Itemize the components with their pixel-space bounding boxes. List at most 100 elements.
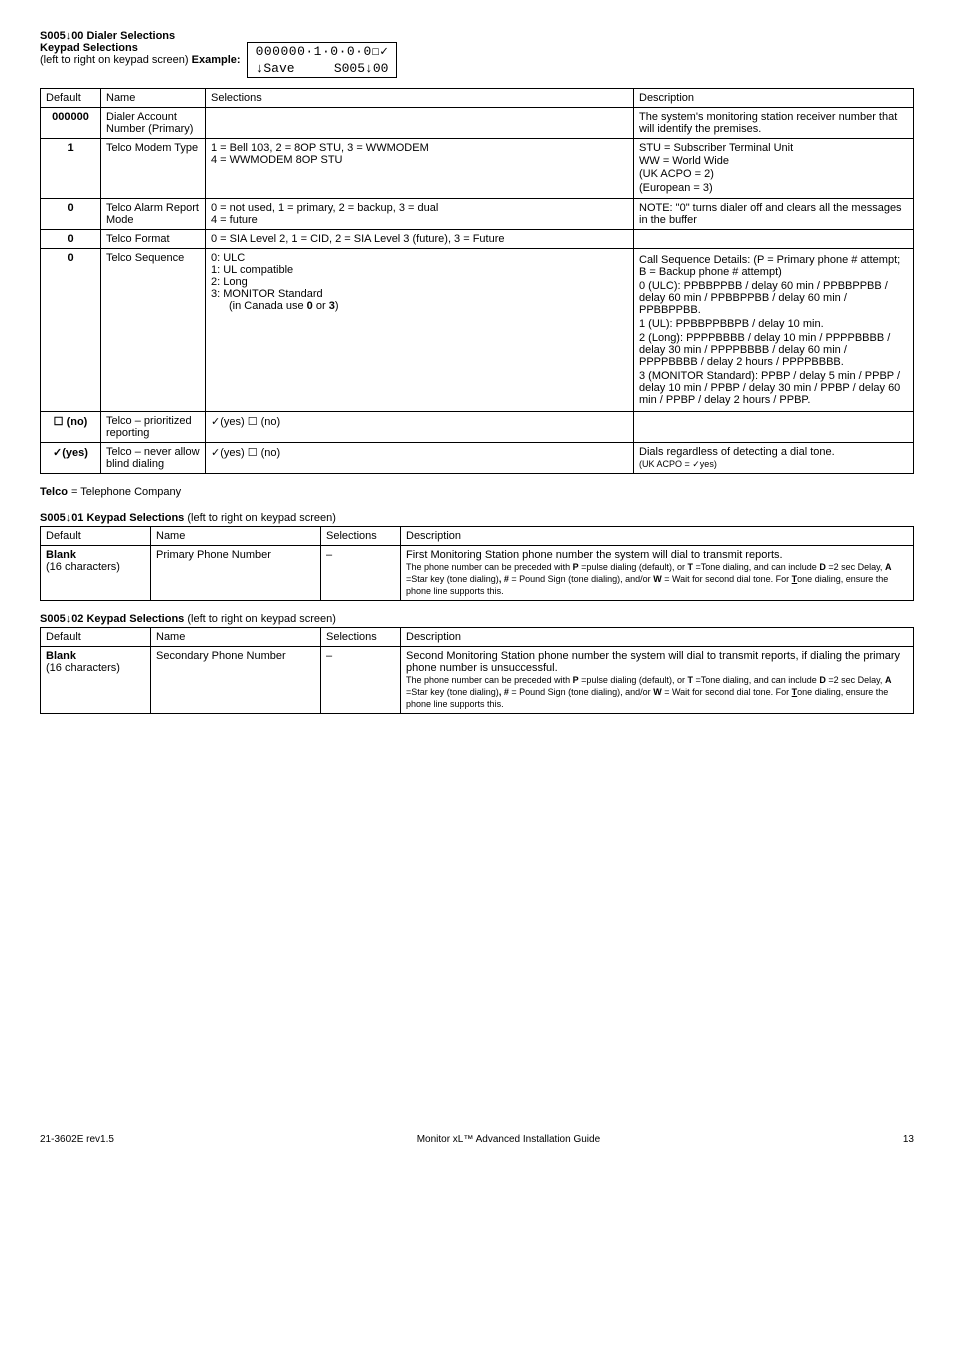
cell-default: Blank (16 characters): [41, 646, 151, 713]
t3-title-bold: S005↓02 Keypad Selections: [40, 613, 184, 625]
th-name: Name: [151, 526, 321, 545]
table-header-row: Default Name Selections Description: [41, 627, 914, 646]
example-line1: 000000·1·0·0·0☐✓: [248, 43, 397, 60]
th-name: Name: [151, 627, 321, 646]
cell-name: Telco – never allow blind dialing: [101, 442, 206, 473]
th-description: Description: [634, 89, 914, 108]
cell-description: [634, 411, 914, 442]
title-line1: S005↓00 Dialer Selections: [40, 30, 914, 42]
cell-name: Telco Modem Type: [101, 139, 206, 199]
footer-left: 21-3602E rev1.5: [40, 1134, 114, 1145]
table2-title: S005↓01 Keypad Selections (left to right…: [40, 512, 914, 524]
table-header-row: Default Name Selections Description: [41, 526, 914, 545]
cell-selections: ✓(yes) ☐ (no): [206, 411, 634, 442]
cell-selections: –: [321, 545, 401, 600]
desc-para: 0 (ULC): PPBBPPBB / delay 60 min / PPBBP…: [639, 280, 908, 316]
cell-default: 000000: [41, 108, 101, 139]
th-selections: Selections: [321, 627, 401, 646]
dialer-selections-table: Default Name Selections Description 0000…: [40, 88, 914, 474]
cell-selections: 0: ULC 1: UL compatible 2: Long 3: MONIT…: [206, 248, 634, 411]
desc-para: 2 (Long): PPPPBBBB / delay 10 min / PPPP…: [639, 332, 908, 368]
example-line2: ↓Save S005↓00: [248, 60, 397, 77]
t2-title-bold: S005↓01 Keypad Selections: [40, 512, 184, 524]
example-row: Keypad Selections (left to right on keyp…: [40, 42, 914, 78]
example-save: ↓Save: [256, 61, 295, 76]
cell-selections: 1 = Bell 103, 2 = 8OP STU, 3 = WWMODEM 4…: [206, 139, 634, 199]
sel-line: 0: ULC: [211, 252, 628, 264]
cell-description: NOTE: "0" turns dialer off and clears al…: [634, 198, 914, 229]
example-label-bold: Example:: [192, 52, 241, 66]
cell-description: Dials regardless of detecting a dial ton…: [634, 442, 914, 473]
desc-para: Call Sequence Details: (P = Primary phon…: [639, 254, 908, 278]
keypad-selections-02-table: Default Name Selections Description Blan…: [40, 627, 914, 714]
default-sub: (16 characters): [46, 662, 120, 674]
cell-selections: 0 = not used, 1 = primary, 2 = backup, 3…: [206, 198, 634, 229]
th-selections: Selections: [321, 526, 401, 545]
cell-selections: 0 = SIA Level 2, 1 = CID, 2 = SIA Level …: [206, 229, 634, 248]
example-box: 000000·1·0·0·0☐✓ ↓Save S005↓00: [247, 42, 398, 78]
default-sub: (16 characters): [46, 561, 120, 573]
example-label-prefix: (left to right on keypad screen): [40, 52, 192, 66]
cell-selections: ✓(yes) ☐ (no): [206, 442, 634, 473]
cell-name: Secondary Phone Number: [151, 646, 321, 713]
table-row: ✓(yes) Telco – never allow blind dialing…: [41, 442, 914, 473]
footnote-rest: = Telephone Company: [68, 486, 181, 498]
cell-name: Telco – prioritized reporting: [101, 411, 206, 442]
example-left: Keypad Selections (left to right on keyp…: [40, 42, 241, 66]
cell-default: 1: [41, 139, 101, 199]
default-bold: Blank: [46, 650, 76, 662]
table-row: Blank (16 characters) Secondary Phone Nu…: [41, 646, 914, 713]
keypad-selections-01-table: Default Name Selections Description Blan…: [40, 526, 914, 601]
th-description: Description: [401, 526, 914, 545]
desc-small: The phone number can be preceded with P …: [406, 562, 891, 596]
cell-name: Telco Format: [101, 229, 206, 248]
sel-line: 2: Long: [211, 276, 628, 288]
th-default: Default: [41, 526, 151, 545]
footer-right: 13: [903, 1134, 914, 1145]
cell-name: Telco Alarm Report Mode: [101, 198, 206, 229]
th-default: Default: [41, 89, 101, 108]
desc-main: First Monitoring Station phone number th…: [406, 549, 783, 561]
cell-default: Blank (16 characters): [41, 545, 151, 600]
th-default: Default: [41, 627, 151, 646]
section-header: S005↓00 Dialer Selections Keypad Selecti…: [40, 30, 914, 78]
cell-description: First Monitoring Station phone number th…: [401, 545, 914, 600]
cell-default: ☐ (no): [41, 411, 101, 442]
cell-name: Dialer Account Number (Primary): [101, 108, 206, 139]
th-name: Name: [101, 89, 206, 108]
desc-main: Dials regardless of detecting a dial ton…: [639, 446, 835, 458]
cell-description: Call Sequence Details: (P = Primary phon…: [634, 248, 914, 411]
table-row: ☐ (no) Telco – prioritized reporting ✓(y…: [41, 411, 914, 442]
cell-description: [634, 229, 914, 248]
table-row: Blank (16 characters) Primary Phone Numb…: [41, 545, 914, 600]
cell-default: ✓(yes): [41, 442, 101, 473]
cell-selections: [206, 108, 634, 139]
default-bold: Blank: [46, 549, 76, 561]
cell-default: 0: [41, 248, 101, 411]
sel-line: (in Canada use 0 or 3): [211, 300, 628, 312]
cell-name: Telco Sequence: [101, 248, 206, 411]
cell-description: Second Monitoring Station phone number t…: [401, 646, 914, 713]
desc-para: 3 (MONITOR Standard): PPBP / delay 5 min…: [639, 370, 908, 406]
table-row: 0 Telco Alarm Report Mode 0 = not used, …: [41, 198, 914, 229]
cell-description: STU = Subscriber Terminal Unit WW = Worl…: [634, 139, 914, 199]
cell-default: 0: [41, 198, 101, 229]
table3-title: S005↓02 Keypad Selections (left to right…: [40, 613, 914, 625]
desc-para: 1 (UL): PPBBPPBBPB / delay 10 min.: [639, 318, 908, 330]
table-row: 0 Telco Sequence 0: ULC 1: UL compatible…: [41, 248, 914, 411]
table-row: 000000 Dialer Account Number (Primary) T…: [41, 108, 914, 139]
t3-title-suffix: (left to right on keypad screen): [184, 613, 336, 625]
table1-footnote: Telco = Telephone Company: [40, 486, 914, 498]
table-row: 1 Telco Modem Type 1 = Bell 103, 2 = 8OP…: [41, 139, 914, 199]
desc-small: The phone number can be preceded with P …: [406, 675, 891, 709]
cell-selections: –: [321, 646, 401, 713]
footer-center: Monitor xL™ Advanced Installation Guide: [417, 1134, 600, 1145]
cell-default: 0: [41, 229, 101, 248]
footnote-bold: Telco: [40, 486, 68, 498]
table-row: 0 Telco Format 0 = SIA Level 2, 1 = CID,…: [41, 229, 914, 248]
t2-title-suffix: (left to right on keypad screen): [184, 512, 336, 524]
cell-description: The system's monitoring station receiver…: [634, 108, 914, 139]
page-footer: 21-3602E rev1.5 Monitor xL™ Advanced Ins…: [40, 1134, 914, 1145]
table-header-row: Default Name Selections Description: [41, 89, 914, 108]
th-description: Description: [401, 627, 914, 646]
